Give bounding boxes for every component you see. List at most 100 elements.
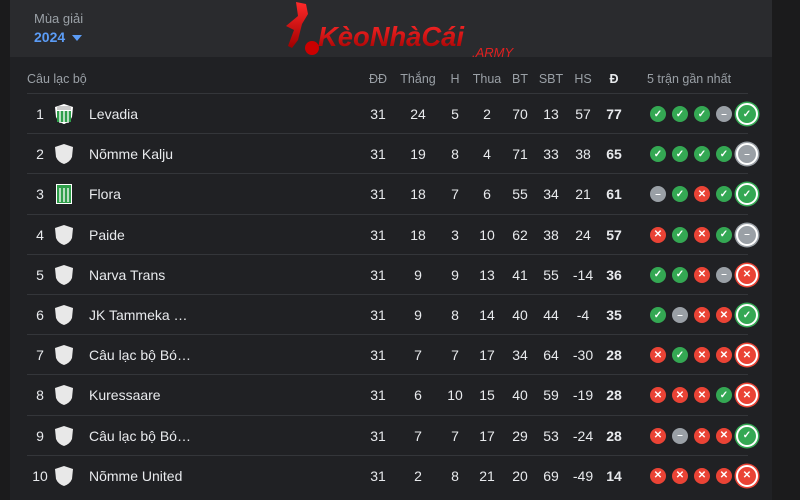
stat-won: 19: [410, 146, 426, 163]
loss-icon[interactable]: ✕: [650, 387, 666, 404]
loss-icon[interactable]: ✕: [650, 427, 666, 444]
stat-gf: 55: [512, 186, 528, 203]
draw-icon[interactable]: –: [716, 106, 732, 122]
stat-pts: 77: [606, 106, 622, 122]
stat-drawn: 3: [451, 226, 459, 243]
loss-icon[interactable]: ✕: [736, 384, 758, 407]
stat-gf: 29: [512, 427, 528, 444]
loss-icon[interactable]: ✕: [694, 186, 710, 203]
club-name[interactable]: Paide: [89, 226, 125, 243]
loss-icon[interactable]: ✕: [716, 347, 732, 364]
win-icon[interactable]: ✓: [672, 146, 688, 163]
table-row[interactable]: 9 Câu lạc bộ Bó… 31 7 7 17 29 53 -24 28 ✕ – ✕ ✕ ✓: [27, 414, 758, 456]
win-icon[interactable]: ✓: [672, 266, 688, 283]
win-icon[interactable]: ✓: [672, 186, 688, 203]
loss-icon[interactable]: ✕: [694, 347, 710, 364]
win-icon[interactable]: ✓: [650, 307, 666, 323]
loss-icon[interactable]: ✕: [672, 387, 688, 404]
stat-pts: 28: [606, 347, 622, 364]
stat-gd: 21: [575, 186, 591, 203]
stat-lost: 14: [479, 307, 495, 323]
table-row[interactable]: 7 Câu lạc bộ Bó… 31 7 7 17 34 64 -30 28 ✕ ✓ ✕ ✕ ✕: [27, 334, 758, 375]
stat-ga: 38: [543, 226, 559, 243]
club-name[interactable]: Nõmme Kalju: [89, 146, 174, 163]
loss-icon[interactable]: ✕: [694, 226, 710, 243]
win-icon[interactable]: ✓: [672, 347, 688, 364]
club-name[interactable]: JK Tammeka …: [89, 307, 188, 323]
loss-icon[interactable]: ✕: [650, 226, 666, 243]
draw-icon[interactable]: –: [716, 266, 732, 283]
club-name[interactable]: Narva Trans: [89, 266, 166, 283]
rank: 8: [36, 387, 44, 404]
win-icon[interactable]: ✓: [650, 106, 666, 122]
loss-icon[interactable]: ✕: [694, 467, 710, 484]
win-icon[interactable]: ✓: [716, 387, 732, 404]
draw-icon[interactable]: –: [650, 186, 666, 203]
stat-ga: 53: [543, 427, 559, 444]
win-icon[interactable]: ✓: [694, 106, 710, 122]
stat-ga: 13: [543, 106, 559, 122]
loss-icon[interactable]: ✕: [736, 464, 758, 487]
season-dropdown[interactable]: 2024: [34, 29, 83, 45]
table-row[interactable]: 10 Nõmme United 31 2 8 21 20 69 -49 14 ✕ ✕ ✕ ✕ ✕: [27, 454, 758, 496]
stat-ga: 55: [543, 266, 559, 283]
win-icon[interactable]: ✓: [736, 103, 758, 125]
win-icon[interactable]: ✓: [650, 146, 666, 163]
draw-icon[interactable]: –: [736, 223, 758, 246]
win-icon[interactable]: ✓: [694, 146, 710, 163]
win-icon[interactable]: ✓: [672, 226, 688, 243]
loss-icon[interactable]: ✕: [650, 467, 666, 484]
table-row[interactable]: 1 Levadia 31 24 5 2 70 13 57 77 ✓ ✓ ✓ – ✓: [27, 93, 758, 134]
win-icon[interactable]: ✓: [716, 226, 732, 243]
stat-pts: 61: [606, 186, 622, 203]
stat-played: 31: [370, 226, 386, 243]
col-gd: HS: [574, 72, 592, 86]
loss-icon[interactable]: ✕: [716, 307, 732, 323]
table-row[interactable]: 4 Paide 31 18 3 10 62 38 24 57 ✕ ✓ ✕ ✓ –: [27, 213, 758, 255]
club-name[interactable]: Câu lạc bộ Bó…: [89, 347, 191, 364]
win-icon[interactable]: ✓: [716, 186, 732, 203]
table-row[interactable]: 5 Narva Trans 31 9 9 13 41 55 -14 36 ✓ ✓ ✕ – ✕: [27, 253, 758, 295]
stat-gf: 20: [512, 467, 528, 484]
win-icon[interactable]: ✓: [736, 304, 758, 326]
table-row[interactable]: 3 Flora 31 18 7 6 55 34 21 61– ✓ ✕ ✓ ✓: [27, 173, 758, 214]
stat-gf: 62: [512, 226, 528, 243]
loss-icon[interactable]: ✕: [716, 467, 732, 484]
table-row[interactable]: 6 JK Tammeka … 31 9 8 14 40 44 -4 35 ✓ – ✕ ✕ ✓: [27, 294, 758, 335]
club-badge-icon: [56, 184, 72, 205]
draw-icon[interactable]: –: [672, 307, 688, 323]
win-icon[interactable]: ✓: [716, 146, 732, 163]
rank: 1: [36, 106, 44, 122]
loss-icon[interactable]: ✕: [736, 263, 758, 286]
win-icon[interactable]: ✓: [650, 266, 666, 283]
table-row[interactable]: 2 Nõmme Kalju 31 19 8 4 71 33 38 65 ✓ ✓ ✓ ✓ –: [27, 133, 758, 174]
stat-gf: 34: [512, 347, 528, 364]
col-form: 5 trận gần nhất: [646, 72, 732, 86]
club-name[interactable]: Câu lạc bộ Bó…: [89, 427, 191, 444]
win-icon[interactable]: ✓: [672, 106, 688, 122]
win-icon[interactable]: ✓: [736, 183, 758, 206]
loss-icon[interactable]: ✕: [650, 347, 666, 364]
loss-icon[interactable]: ✕: [694, 387, 710, 404]
club-name[interactable]: Flora: [89, 186, 121, 203]
loss-icon[interactable]: ✕: [672, 467, 688, 484]
draw-icon[interactable]: –: [672, 427, 688, 444]
table-row[interactable]: 8 Kuressaare 31 6 10 15 40 59 -19 28 ✕ ✕ ✕ ✓ ✕: [27, 374, 758, 415]
club-badge-icon: [55, 385, 73, 406]
stat-played: 31: [370, 307, 386, 323]
stat-ga: 59: [543, 387, 559, 404]
stat-gd: -4: [576, 307, 590, 323]
club-name[interactable]: Kuressaare: [89, 387, 161, 404]
win-icon[interactable]: ✓: [736, 424, 758, 447]
loss-icon[interactable]: ✕: [736, 344, 758, 367]
loss-icon[interactable]: ✕: [694, 307, 710, 323]
stat-pts: 28: [606, 427, 622, 444]
club-name[interactable]: Levadia: [89, 106, 139, 122]
draw-icon[interactable]: –: [736, 143, 758, 166]
rank: 5: [36, 266, 44, 283]
loss-icon[interactable]: ✕: [694, 427, 710, 444]
loss-icon[interactable]: ✕: [694, 266, 710, 283]
club-name[interactable]: Nõmme United: [89, 467, 183, 484]
loss-icon[interactable]: ✕: [716, 427, 732, 444]
stat-pts: 65: [606, 146, 622, 163]
